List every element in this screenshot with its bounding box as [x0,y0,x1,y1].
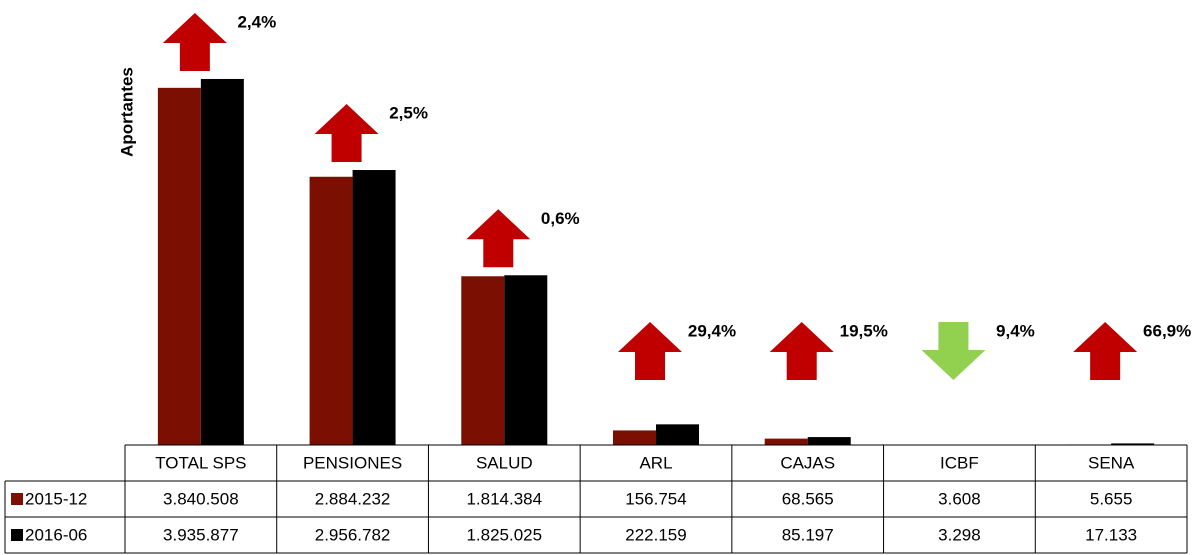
table-value: 222.159 [625,525,686,544]
table-value: 17.133 [1085,525,1137,544]
table-value: 3.935.877 [163,525,239,544]
change-arrow [921,322,986,380]
table-value: 3.608 [938,489,981,508]
bar [504,275,548,445]
x-tick-label: PENSIONES [303,453,402,472]
change-label: 2,5% [389,104,428,123]
x-tick-label: ICBF [940,453,979,472]
bar [656,424,699,445]
change-label: 0,6% [541,209,580,228]
x-tick-label: CAJAS [780,453,835,472]
bar [200,78,244,445]
table-value: 2.956.782 [315,525,391,544]
x-tick-label: SALUD [476,453,533,472]
change-arrow [162,12,227,71]
change-label: 9,4% [996,321,1035,340]
bar [807,437,851,445]
table-value: 5.655 [1090,489,1133,508]
table-value: 85.197 [782,525,834,544]
bar [613,430,656,445]
bar [157,87,201,445]
change-label: 19,5% [840,321,888,340]
bar [461,276,505,445]
legend-label: 2015-12 [25,489,87,508]
change-arrow [769,322,834,380]
x-tick-label: ARL [639,453,672,472]
table-value: 1.825.025 [466,525,542,544]
bar [352,170,396,445]
table-value: 156.754 [625,489,686,508]
legend-swatch [11,529,23,541]
change-arrow [618,322,682,380]
change-arrow [314,104,379,163]
change-label: 66,9% [1143,321,1191,340]
bar [764,438,808,445]
table-value: 3.298 [938,525,981,544]
legend-swatch [11,493,23,505]
legend-label: 2016-06 [25,525,87,544]
table-value: 1.814.384 [466,489,542,508]
change-label: 29,4% [688,321,736,340]
table-value: 2.884.232 [315,489,391,508]
table-value: 3.840.508 [163,489,239,508]
change-label: 2,4% [237,12,276,31]
change-arrow [466,209,531,268]
bar [309,176,353,445]
change-arrow [1073,322,1138,380]
x-tick-label: TOTAL SPS [155,453,246,472]
bar [1111,443,1155,445]
y-axis-label: Aportantes [117,67,136,157]
table-value: 68.565 [782,489,834,508]
x-tick-label: SENA [1088,453,1135,472]
